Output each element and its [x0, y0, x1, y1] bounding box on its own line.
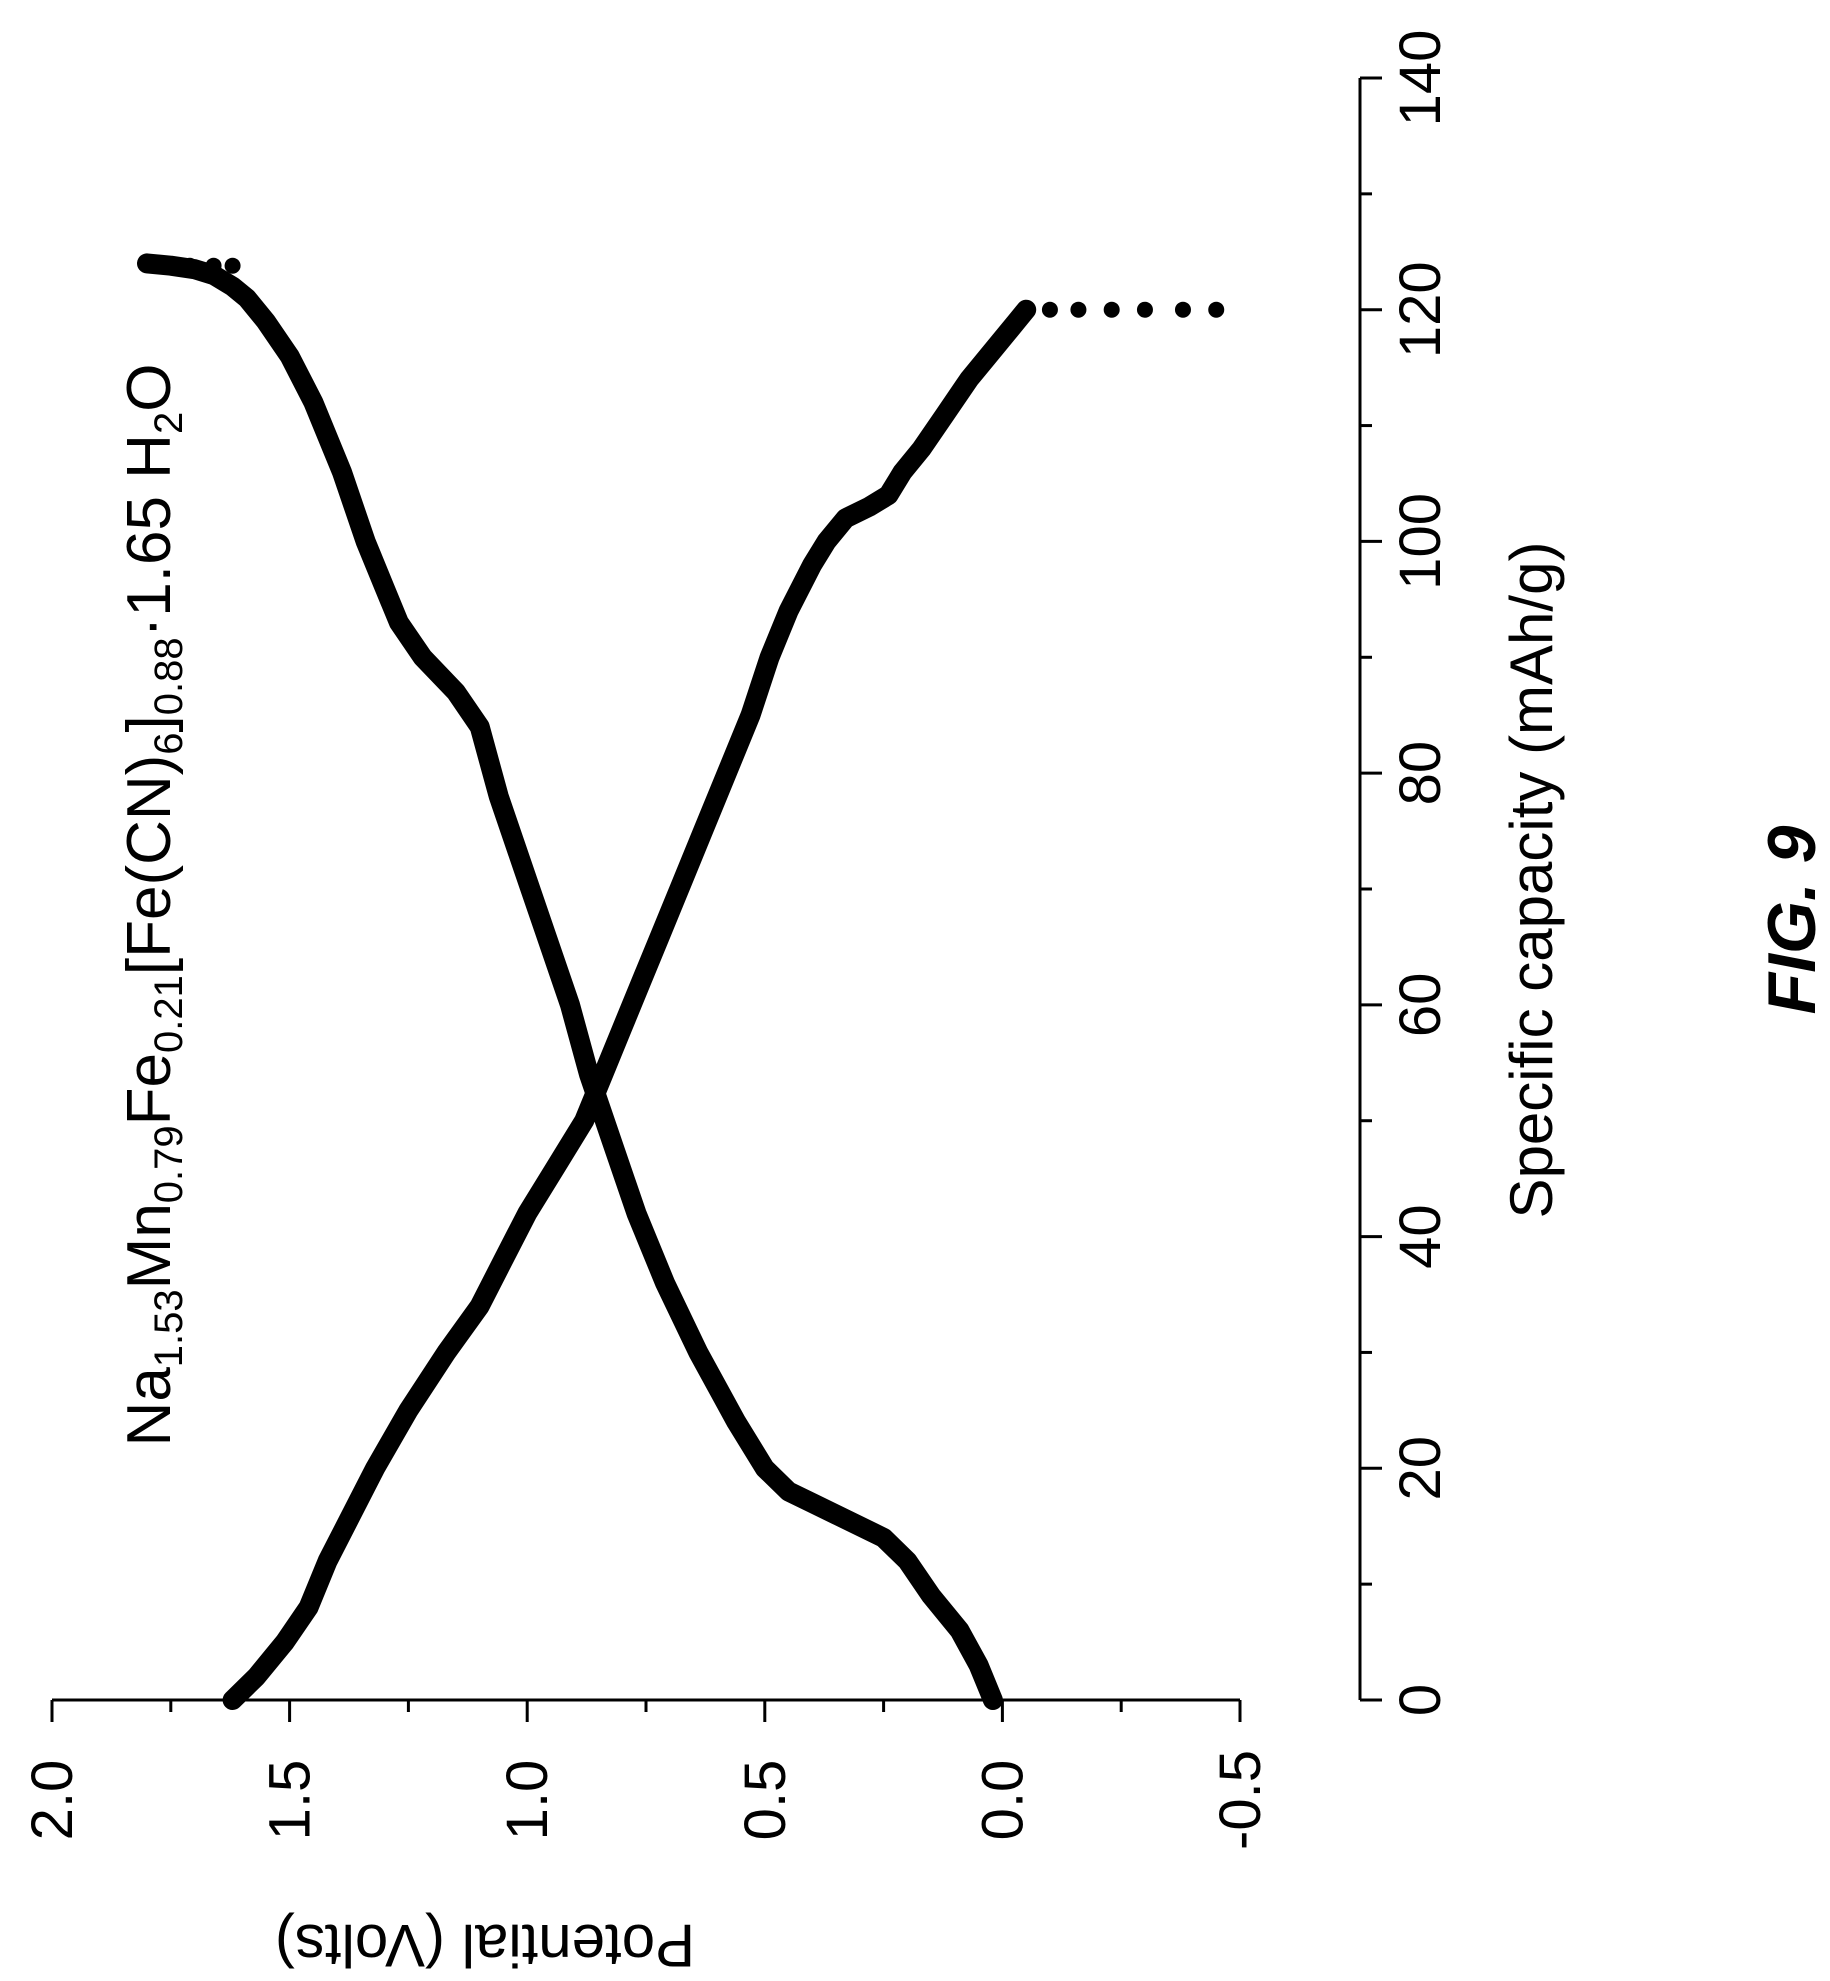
y-tick-label: 0.0	[970, 1760, 1035, 1841]
y-tick-label: 1.0	[495, 1760, 560, 1841]
series-2-point	[1041, 301, 1058, 318]
x-tick-label: 60	[1388, 973, 1453, 1038]
y-axis-title: Potential (Volts)	[275, 1912, 695, 1979]
formula-subscript: 2	[147, 412, 191, 434]
compound-formula-annotation: Na1.53Mn0.79Fe0.21[Fe(CN)6]0.88·1.65 H2O	[115, 364, 191, 1447]
formula-text: ·1.65 H	[115, 434, 184, 637]
formula-text: Mn	[115, 1203, 184, 1289]
x-tick-label: 40	[1388, 1204, 1453, 1269]
formula-subscript: 1.53	[147, 1289, 191, 1367]
series-2-line	[222, 299, 1037, 1710]
y-tick-label: 0.5	[733, 1760, 798, 1841]
series-1-point	[224, 257, 241, 274]
x-tick-label: 100	[1388, 493, 1453, 590]
formula-text: Fe	[115, 1053, 184, 1125]
series-2-point	[1136, 301, 1153, 318]
x-tick-label: 20	[1388, 1436, 1453, 1501]
series-1-line	[137, 253, 1003, 1710]
formula-subscript: 6	[147, 732, 191, 754]
series-2-point	[1070, 301, 1087, 318]
series-1-point	[181, 257, 198, 274]
plot-area	[137, 253, 1225, 1710]
formula-text: ]	[115, 715, 184, 732]
figure-label: FIG. 9	[1754, 825, 1830, 1014]
y-tick-label: 1.5	[258, 1760, 323, 1841]
formula-subscript: 0.88	[147, 637, 191, 715]
series-2-point	[1174, 301, 1191, 318]
y-tick-label: 2.0	[20, 1760, 85, 1841]
formula-subscript: 0.79	[147, 1125, 191, 1203]
y-tick-label: -0.5	[1208, 1750, 1273, 1850]
chart-axes	[52, 78, 1362, 1702]
x-tick-label: 120	[1388, 261, 1453, 358]
formula-text: O	[115, 364, 184, 412]
formula-text: [Fe(CN)	[115, 755, 184, 975]
x-tick-label: 0	[1388, 1684, 1453, 1716]
formula-text: Na	[115, 1367, 184, 1447]
x-tick-label: 80	[1388, 741, 1453, 806]
x-axis-title: Specific capacity (mAh/g)	[1498, 542, 1565, 1219]
y-axis-ticks: -0.5 0.0 0.5 1.0 1.5 2.0	[20, 1700, 1273, 1850]
formula-subscript: 0.21	[147, 975, 191, 1053]
series-1-point	[205, 257, 222, 274]
series-2-point	[1208, 301, 1225, 318]
series-2-point	[1103, 301, 1120, 318]
x-tick-label: 140	[1388, 30, 1453, 127]
x-axis-ticks: 0 20 40 60 80 100 120 140	[1360, 30, 1453, 1716]
